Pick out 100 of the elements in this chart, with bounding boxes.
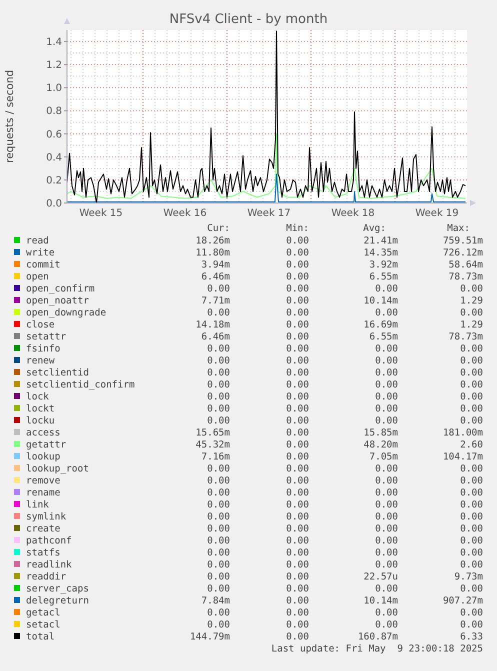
legend-label: lookup_root [26, 464, 89, 474]
legend-label: close [26, 320, 55, 330]
text: 7.16m [201, 452, 230, 462]
text: 1.29 [460, 296, 484, 306]
text: 0.00 [286, 320, 310, 330]
text: 16.69m [364, 320, 398, 330]
y-tick-label: 1.0 [46, 83, 62, 94]
legend-label: lockt [26, 404, 55, 414]
text: 0.00 [375, 608, 398, 618]
y-tick-label: 0.4 [46, 152, 62, 164]
x-tick-label: Week 17 [247, 208, 291, 219]
text: 0.00 [375, 392, 398, 402]
text: 1.29 [460, 320, 484, 330]
text: 0.00 [460, 524, 484, 534]
text: 0.00 [207, 476, 230, 486]
legend-label: open [26, 272, 49, 282]
legend-label: setclientid_confirm [26, 380, 135, 390]
text: 144.79m [190, 632, 230, 642]
text: 0.00 [460, 548, 484, 558]
text: 0.00 [207, 308, 230, 318]
text: 0.00 [375, 548, 398, 558]
text: 14.18m [196, 320, 230, 330]
text: 0.00 [286, 248, 310, 258]
text: 0.00 [460, 500, 484, 510]
text: 0.00 [207, 488, 230, 498]
legend-label: renew [26, 356, 55, 366]
text: 0.00 [286, 596, 310, 606]
text: 0.00 [207, 284, 230, 294]
legend-label: readlink [26, 560, 72, 570]
text: 0.00 [460, 608, 484, 618]
text: 0.00 [286, 428, 310, 438]
text: 0.00 [207, 500, 230, 510]
legend-label: create [26, 524, 61, 534]
text: 0.00 [460, 620, 484, 630]
text: 3.94m [201, 260, 230, 270]
text: 3.92m [369, 260, 398, 270]
text: 0.00 [207, 548, 230, 558]
text: 6.46m [201, 272, 230, 282]
text: 0.00 [460, 476, 484, 486]
text: 58.64m [448, 260, 484, 270]
text: 15.65m [196, 428, 230, 438]
y-tick-label: 1.4 [46, 37, 62, 48]
text: 14.35m [364, 248, 398, 258]
legend-label: write [26, 248, 55, 258]
text: 0.00 [286, 452, 310, 462]
text: 6.55m [369, 272, 398, 282]
text: 0.00 [207, 620, 230, 630]
legend-label: open_downgrade [26, 308, 106, 318]
text: 0.00 [375, 560, 398, 570]
text: 0.00 [286, 332, 310, 342]
text: 0.00 [207, 380, 230, 390]
text: 0.00 [375, 500, 398, 510]
y-tick-label: 1.2 [46, 60, 62, 72]
text: 45.32m [196, 440, 230, 450]
text: 0.00 [286, 488, 310, 498]
text: 0.00 [375, 620, 398, 630]
text: 0.00 [460, 464, 484, 474]
legend-label: statfs [26, 548, 60, 558]
text: 0.00 [207, 608, 230, 618]
text: 0.00 [460, 380, 484, 390]
line-series [66, 133, 466, 199]
legend-label: pathconf [26, 536, 72, 546]
text: 0.00 [460, 512, 484, 522]
text: 0.00 [286, 548, 310, 558]
text: 0.00 [286, 236, 310, 246]
text: 0.00 [207, 536, 230, 546]
text: 10.14m [364, 596, 398, 606]
text: 0.00 [286, 608, 310, 618]
y-tick-label: 0.6 [46, 129, 62, 140]
text: 0.00 [375, 524, 398, 534]
text: 78.73m [448, 272, 484, 282]
x-tick-label: Week 18 [331, 208, 375, 219]
text: 0.00 [375, 464, 398, 474]
text: 907.27m [442, 596, 484, 606]
legend-label: total [26, 632, 55, 642]
y-tick-label: 0.0 [46, 198, 62, 210]
text: 0.00 [375, 404, 398, 414]
text: 0.00 [286, 284, 310, 294]
text: 0.00 [286, 368, 310, 378]
text: 0.00 [375, 416, 398, 426]
text: 0.00 [460, 584, 484, 594]
text: 0.00 [460, 368, 484, 378]
text: 0.00 [375, 536, 398, 546]
text: 0.00 [375, 476, 398, 486]
text: 7.84m [201, 596, 230, 606]
text: 0.00 [460, 284, 484, 294]
chart-title: NFSv4 Client - by month [169, 12, 328, 27]
text: 0.00 [207, 512, 230, 522]
text: 0.00 [375, 344, 398, 354]
text: 9.73m [454, 572, 484, 582]
legend-label: commit [26, 260, 60, 270]
text: 7.71m [201, 296, 230, 306]
text: 0.00 [375, 488, 398, 498]
text: 0.00 [460, 308, 484, 318]
text: 160.87m [358, 632, 398, 642]
text: 0.00 [286, 500, 310, 510]
text: 0.00 [460, 536, 484, 546]
text: 0.00 [286, 344, 310, 354]
text: 7.05m [369, 452, 398, 462]
text: 0.00 [375, 512, 398, 522]
